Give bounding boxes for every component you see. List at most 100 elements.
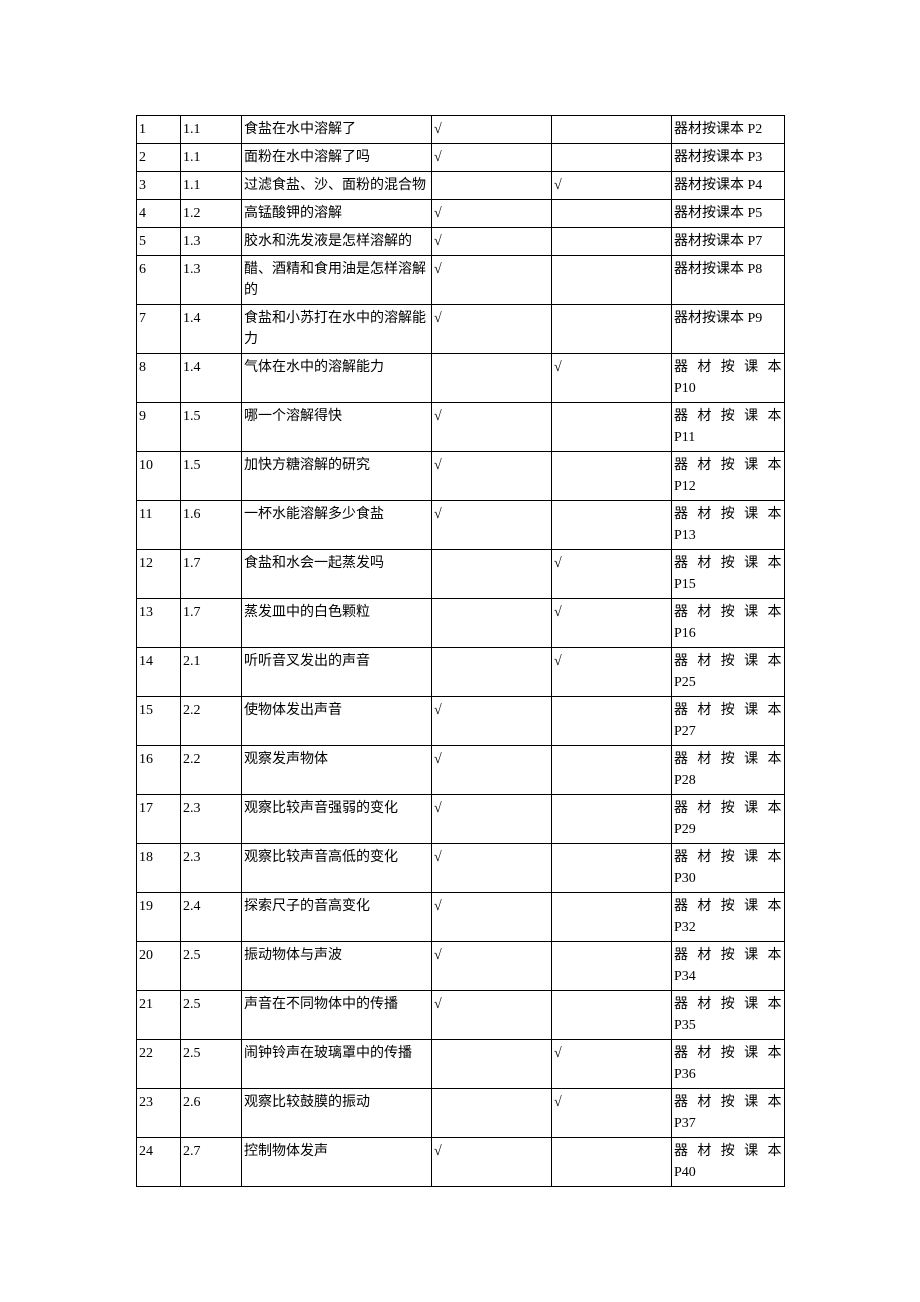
cell-check-b	[552, 403, 672, 452]
cell-note: 器材按课本P10	[672, 354, 785, 403]
table-body: 11.1食盐在水中溶解了√器材按课本 P221.1面粉在水中溶解了吗√器材按课本…	[137, 116, 785, 1187]
cell-section: 2.4	[181, 893, 242, 942]
cell-check-b	[552, 844, 672, 893]
cell-check-b	[552, 991, 672, 1040]
note-line1: 器材按课本	[674, 847, 782, 868]
cell-section: 1.4	[181, 354, 242, 403]
cell-title: 振动物体与声波	[242, 942, 432, 991]
cell-note: 器材按课本P11	[672, 403, 785, 452]
cell-number: 12	[137, 550, 181, 599]
cell-number: 20	[137, 942, 181, 991]
cell-title: 观察比较声音强弱的变化	[242, 795, 432, 844]
note-line2: P12	[674, 476, 782, 497]
note-line1: 器材按课本	[674, 896, 782, 917]
cell-note: 器材按课本 P5	[672, 200, 785, 228]
cell-check-b	[552, 116, 672, 144]
note-line1: 器材按课本	[674, 994, 782, 1015]
note-line2: P13	[674, 525, 782, 546]
cell-title: 控制物体发声	[242, 1138, 432, 1187]
experiments-table: 11.1食盐在水中溶解了√器材按课本 P221.1面粉在水中溶解了吗√器材按课本…	[136, 115, 785, 1187]
table-row: 71.4食盐和小苏打在水中的溶解能力√器材按课本 P9	[137, 305, 785, 354]
note-line2: P10	[674, 378, 782, 399]
cell-note: 器材按课本P27	[672, 697, 785, 746]
cell-number: 1	[137, 116, 181, 144]
note-line2: P29	[674, 819, 782, 840]
cell-section: 1.6	[181, 501, 242, 550]
cell-section: 1.4	[181, 305, 242, 354]
cell-check-b	[552, 452, 672, 501]
table-row: 121.7食盐和水会一起蒸发吗√器材按课本P15	[137, 550, 785, 599]
table-row: 242.7控制物体发声√器材按课本P40	[137, 1138, 785, 1187]
note-line2: P28	[674, 770, 782, 791]
cell-section: 2.3	[181, 844, 242, 893]
cell-check-b	[552, 256, 672, 305]
table-row: 182.3观察比较声音高低的变化√器材按课本P30	[137, 844, 785, 893]
cell-note: 器材按课本P16	[672, 599, 785, 648]
cell-number: 5	[137, 228, 181, 256]
cell-section: 2.5	[181, 942, 242, 991]
cell-check-a: √	[432, 795, 552, 844]
cell-section: 2.3	[181, 795, 242, 844]
cell-section: 2.5	[181, 991, 242, 1040]
cell-note: 器材按课本 P7	[672, 228, 785, 256]
cell-note: 器材按课本P13	[672, 501, 785, 550]
cell-check-b: √	[552, 172, 672, 200]
cell-check-b: √	[552, 599, 672, 648]
table-row: 31.1过滤食盐、沙、面粉的混合物√器材按课本 P4	[137, 172, 785, 200]
cell-check-a: √	[432, 403, 552, 452]
note-line2: P16	[674, 623, 782, 644]
table-row: 111.6一杯水能溶解多少食盐√器材按课本P13	[137, 501, 785, 550]
cell-title: 观察比较声音高低的变化	[242, 844, 432, 893]
cell-title: 使物体发出声音	[242, 697, 432, 746]
cell-note: 器材按课本P34	[672, 942, 785, 991]
table-row: 101.5加快方糖溶解的研究√器材按课本P12	[137, 452, 785, 501]
note-line1: 器材按课本	[674, 1092, 782, 1113]
table-row: 172.3观察比较声音强弱的变化√器材按课本P29	[137, 795, 785, 844]
note-line2: P25	[674, 672, 782, 693]
cell-title: 观察比较鼓膜的振动	[242, 1089, 432, 1138]
table-row: 131.7蒸发皿中的白色颗粒√器材按课本P16	[137, 599, 785, 648]
cell-check-a: √	[432, 991, 552, 1040]
cell-section: 1.3	[181, 228, 242, 256]
cell-section: 1.1	[181, 172, 242, 200]
note-line1: 器材按课本	[674, 700, 782, 721]
cell-note: 器材按课本 P9	[672, 305, 785, 354]
table-row: 81.4气体在水中的溶解能力√器材按课本P10	[137, 354, 785, 403]
cell-note: 器材按课本 P2	[672, 116, 785, 144]
note-line2: P34	[674, 966, 782, 987]
cell-note: 器材按课本P40	[672, 1138, 785, 1187]
table-row: 41.2高锰酸钾的溶解√器材按课本 P5	[137, 200, 785, 228]
cell-number: 6	[137, 256, 181, 305]
cell-section: 1.3	[181, 256, 242, 305]
cell-number: 14	[137, 648, 181, 697]
table-row: 11.1食盐在水中溶解了√器材按课本 P2	[137, 116, 785, 144]
note-line2: P11	[674, 427, 782, 448]
table-row: 51.3胶水和洗发液是怎样溶解的√ 器材按课本 P7	[137, 228, 785, 256]
cell-note: 器材按课本P30	[672, 844, 785, 893]
cell-section: 1.5	[181, 452, 242, 501]
cell-section: 1.7	[181, 550, 242, 599]
cell-number: 2	[137, 144, 181, 172]
cell-check-b	[552, 501, 672, 550]
note-line1: 器材按课本	[674, 1043, 782, 1064]
table-row: 61.3醋、酒精和食用油是怎样溶解的√器材按课本 P8	[137, 256, 785, 305]
cell-number: 13	[137, 599, 181, 648]
cell-check-b	[552, 942, 672, 991]
cell-title: 气体在水中的溶解能力	[242, 354, 432, 403]
cell-check-a: √	[432, 228, 552, 256]
cell-section: 1.1	[181, 116, 242, 144]
note-line1: 器材按课本	[674, 504, 782, 525]
cell-note: 器材按课本P35	[672, 991, 785, 1040]
cell-number: 23	[137, 1089, 181, 1138]
note-line2: P27	[674, 721, 782, 742]
cell-check-b	[552, 697, 672, 746]
cell-number: 24	[137, 1138, 181, 1187]
cell-section: 2.6	[181, 1089, 242, 1138]
note-line1: 器材按课本	[674, 455, 782, 476]
cell-check-a: √	[432, 305, 552, 354]
cell-title: 胶水和洗发液是怎样溶解的	[242, 228, 432, 256]
table-row: 152.2使物体发出声音√器材按课本P27	[137, 697, 785, 746]
cell-check-a: √	[432, 200, 552, 228]
cell-title: 蒸发皿中的白色颗粒	[242, 599, 432, 648]
cell-check-b: √	[552, 354, 672, 403]
